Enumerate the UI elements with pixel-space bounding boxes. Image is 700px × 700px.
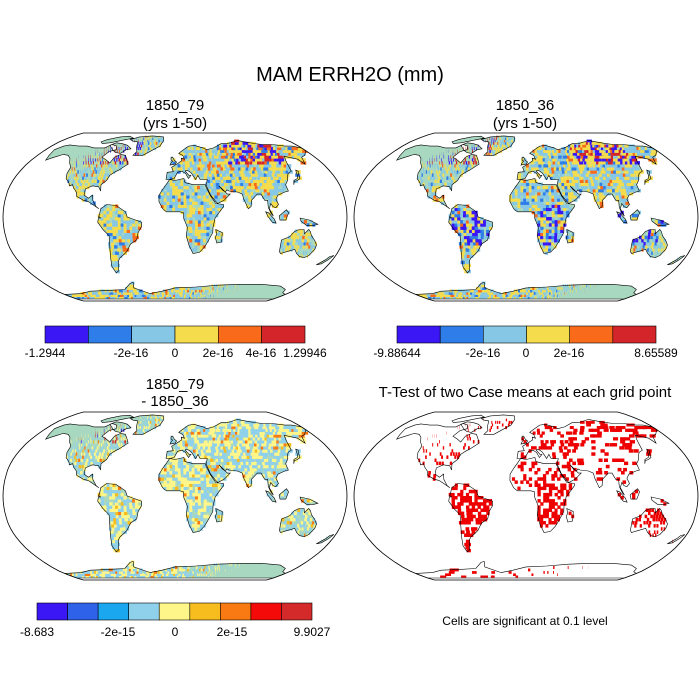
panel4-title: T-Test of two Case means at each grid po… bbox=[378, 384, 672, 401]
panel1-colorbar-swatch bbox=[88, 325, 132, 344]
panel3-colorbar-swatch bbox=[189, 602, 221, 621]
panel2-colorbar-swatch bbox=[396, 325, 441, 344]
cb1-tick-label: 0 bbox=[171, 346, 179, 360]
panel3-map-border bbox=[2, 411, 348, 581]
cb3-tick-label: 2e-15 bbox=[216, 625, 248, 639]
cb1-tick-label: -2e-16 bbox=[113, 346, 149, 360]
panel2-colorbar-swatch bbox=[439, 325, 484, 344]
cb2-tick-label: 8.65589 bbox=[634, 346, 678, 360]
panel2-map-border bbox=[353, 132, 699, 302]
panel4-map-coastline bbox=[395, 414, 686, 579]
panel3-map-cells bbox=[64, 414, 327, 578]
cb3-tick-label: 9.9027 bbox=[293, 625, 331, 639]
panel1-colorbar-swatch bbox=[218, 325, 262, 344]
panel3-map bbox=[2, 411, 348, 581]
panel3-map-coastline bbox=[44, 414, 335, 579]
panel1-map bbox=[2, 132, 348, 302]
panel3-subtitle: - 1850_36 bbox=[141, 393, 209, 410]
panel1-map-border bbox=[2, 132, 348, 302]
panel1-title: 1850_79 bbox=[145, 97, 205, 114]
cb3-tick-label: 0 bbox=[171, 625, 179, 639]
cb3-tick-label: -2e-15 bbox=[100, 625, 136, 639]
panel2-colorbar-swatch bbox=[612, 325, 657, 344]
panel3-colorbar-swatch bbox=[67, 602, 99, 621]
panel2-colorbar bbox=[396, 325, 657, 344]
cb2-tick-label: -2e-16 bbox=[465, 346, 501, 360]
panel1-colorbar bbox=[44, 325, 306, 344]
panel2-title: 1850_36 bbox=[495, 97, 555, 114]
panel3-colorbar bbox=[36, 602, 313, 621]
panel1-subtitle: (yrs 1-50) bbox=[142, 115, 208, 132]
panel4-map-cells bbox=[418, 418, 673, 578]
significance-note: Cells are significant at 0.1 level bbox=[442, 614, 608, 628]
panel1-colorbar-swatch bbox=[261, 325, 306, 344]
panel1-colorbar-swatch bbox=[174, 325, 219, 344]
panel3-colorbar-swatch bbox=[36, 602, 68, 621]
panel2-map bbox=[353, 132, 699, 302]
cb1-tick-label: 1.29946 bbox=[283, 346, 327, 360]
panel4-map-border bbox=[353, 411, 699, 581]
panel2-colorbar-swatch bbox=[526, 325, 571, 344]
main-title: MAM ERRH2O (mm) bbox=[256, 64, 444, 86]
panel2-colorbar-swatch bbox=[569, 325, 614, 344]
panel3-colorbar-swatch bbox=[220, 602, 252, 621]
panel1-map-coastline bbox=[44, 135, 335, 300]
panel3-colorbar-swatch bbox=[250, 602, 282, 621]
cb2-tick-label: 2e-16 bbox=[553, 346, 585, 360]
panel3-colorbar-swatch bbox=[97, 602, 129, 621]
panel3-colorbar-swatch bbox=[158, 602, 191, 621]
cb2-tick-label: 0 bbox=[522, 346, 530, 360]
panel3-colorbar-swatch bbox=[128, 602, 160, 621]
cb1-tick-label: -1.2944 bbox=[24, 346, 66, 360]
panel2-map-cells bbox=[415, 135, 678, 299]
panel1-colorbar-swatch bbox=[131, 325, 176, 344]
cb1-tick-label: 4e-16 bbox=[245, 346, 277, 360]
panel1-colorbar-swatch bbox=[44, 325, 89, 344]
panel2-subtitle: (yrs 1-50) bbox=[492, 115, 558, 132]
panel2-colorbar-swatch bbox=[482, 325, 527, 344]
cb1-tick-label: 2e-16 bbox=[202, 346, 234, 360]
cb3-tick-label: -8.683 bbox=[19, 625, 55, 639]
panel2-map-coastline bbox=[395, 135, 686, 300]
panel3-colorbar-swatch bbox=[281, 602, 313, 621]
panel4-map bbox=[353, 411, 699, 581]
cb2-tick-label: -9.88644 bbox=[373, 346, 421, 360]
panel3-title: 1850_79 bbox=[145, 376, 205, 393]
